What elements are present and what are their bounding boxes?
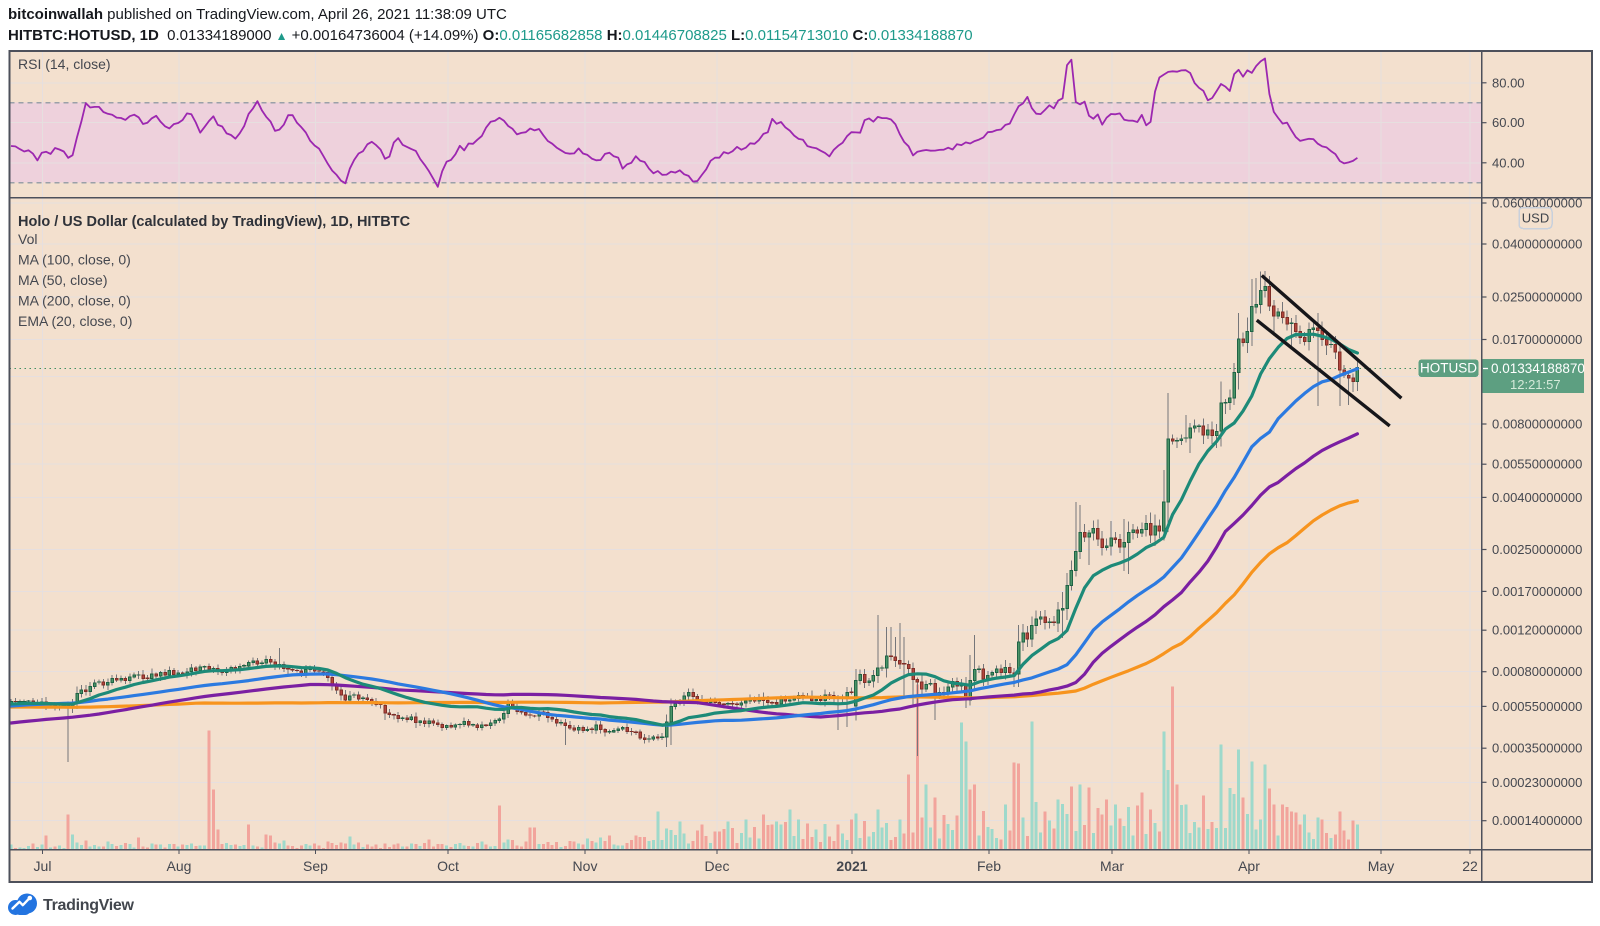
svg-text:0.04000000000: 0.04000000000 (1492, 237, 1582, 252)
svg-text:0.00550000000: 0.00550000000 (1492, 457, 1582, 472)
svg-text:0.00080000000: 0.00080000000 (1492, 664, 1582, 679)
svg-text:0.01700000000: 0.01700000000 (1492, 332, 1582, 347)
svg-text:TradingView: TradingView (43, 897, 135, 914)
svg-text:0.00120000000: 0.00120000000 (1492, 623, 1582, 638)
svg-text:Dec: Dec (705, 858, 730, 874)
svg-text:2021: 2021 (836, 858, 867, 874)
svg-text:0.00035000000: 0.00035000000 (1492, 741, 1582, 756)
svg-text:Vol: Vol (18, 231, 37, 247)
svg-text:May: May (1368, 858, 1394, 874)
svg-text:Oct: Oct (437, 858, 459, 874)
svg-text:Apr: Apr (1238, 858, 1260, 874)
svg-text:12:21:57: 12:21:57 (1510, 377, 1561, 392)
svg-text:Jul: Jul (34, 858, 52, 874)
svg-text:0.02500000000: 0.02500000000 (1492, 290, 1582, 305)
svg-text:RSI (14, close): RSI (14, close) (18, 56, 111, 72)
svg-text:80.00: 80.00 (1492, 75, 1525, 90)
svg-text:Aug: Aug (167, 858, 192, 874)
svg-text:Mar: Mar (1100, 858, 1124, 874)
svg-text:Feb: Feb (977, 858, 1001, 874)
svg-text:0.00055000000: 0.00055000000 (1492, 699, 1582, 714)
svg-text:EMA (20, close, 0): EMA (20, close, 0) (18, 313, 132, 329)
svg-text:0.00023000000: 0.00023000000 (1492, 775, 1582, 790)
svg-text:22: 22 (1462, 858, 1478, 874)
svg-text:Holo / US Dollar (calculated b: Holo / US Dollar (calculated by TradingV… (18, 214, 411, 230)
svg-text:0.00800000000: 0.00800000000 (1492, 417, 1582, 432)
svg-text:0.01334188870: 0.01334188870 (1491, 361, 1585, 376)
svg-text:MA (200, close, 0): MA (200, close, 0) (18, 293, 131, 309)
svg-text:USD: USD (1522, 211, 1549, 226)
svg-text:MA (50, close): MA (50, close) (18, 272, 107, 288)
svg-text:0.00170000000: 0.00170000000 (1492, 584, 1582, 599)
svg-text:MA (100, close, 0): MA (100, close, 0) (18, 252, 131, 268)
svg-text:Nov: Nov (573, 858, 598, 874)
svg-text:0.00014000000: 0.00014000000 (1492, 813, 1582, 828)
svg-text:0.00250000000: 0.00250000000 (1492, 542, 1582, 557)
svg-text:40.00: 40.00 (1492, 155, 1525, 170)
svg-text:0.06000000000: 0.06000000000 (1492, 196, 1582, 211)
svg-text:Sep: Sep (303, 858, 328, 874)
svg-text:HOTUSD: HOTUSD (1420, 361, 1477, 376)
svg-text:60.00: 60.00 (1492, 115, 1525, 130)
svg-text:0.00400000000: 0.00400000000 (1492, 490, 1582, 505)
